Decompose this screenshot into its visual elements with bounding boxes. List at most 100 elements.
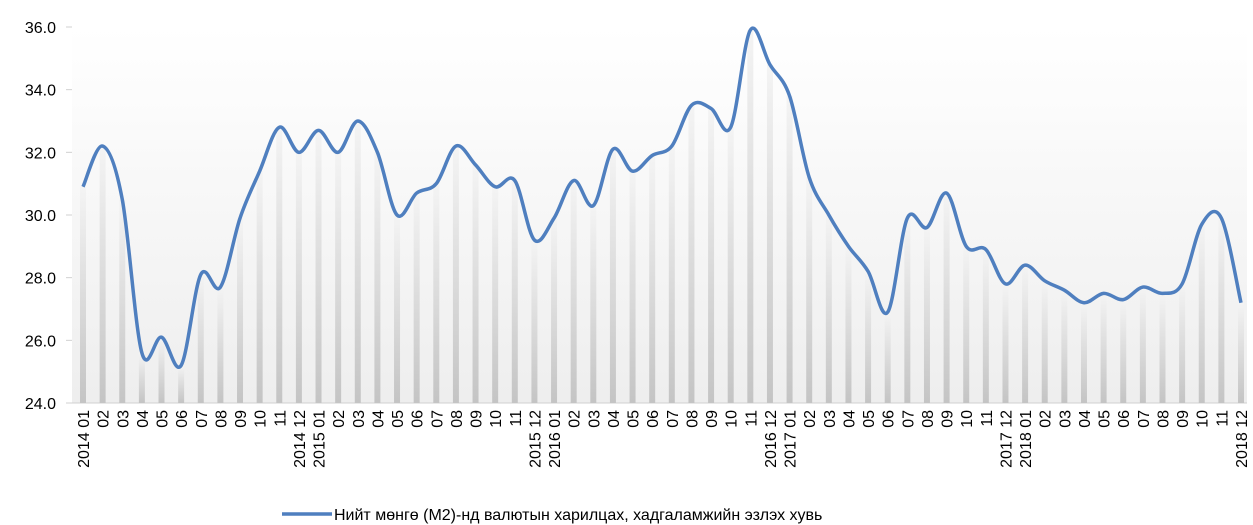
y-tick-label: 30.0 bbox=[25, 208, 56, 225]
x-tick-label: 09 bbox=[704, 410, 721, 428]
x-tick-label: 02 bbox=[802, 410, 819, 428]
x-tick-label: 08 bbox=[449, 410, 466, 428]
drop-bar bbox=[786, 95, 793, 403]
x-tick-label: 11 bbox=[979, 410, 996, 427]
drop-bar bbox=[217, 287, 224, 403]
drop-bar bbox=[963, 246, 970, 403]
drop-bar bbox=[865, 271, 872, 403]
drop-bar bbox=[452, 146, 459, 404]
x-tick-label: 08 bbox=[920, 410, 937, 428]
drop-bar bbox=[413, 193, 420, 403]
x-tick-label: 04 bbox=[1077, 410, 1094, 428]
x-tick-label: 05 bbox=[390, 410, 407, 428]
x-tick-label: 2015 12 bbox=[527, 410, 544, 468]
drop-bar bbox=[688, 105, 695, 403]
drop-bar bbox=[766, 64, 773, 403]
drop-bar bbox=[80, 186, 86, 403]
y-tick-label: 34.0 bbox=[25, 83, 56, 100]
drop-bar bbox=[256, 171, 263, 403]
drop-bar bbox=[825, 215, 832, 403]
x-tick-label: 03 bbox=[586, 410, 603, 428]
x-tick-label: 03 bbox=[1057, 410, 1074, 428]
x-tick-label: 06 bbox=[410, 410, 427, 428]
x-tick-label: 03 bbox=[115, 410, 132, 428]
drop-bar bbox=[472, 164, 479, 403]
x-tick-label: 10 bbox=[724, 410, 741, 428]
drop-bar bbox=[708, 108, 715, 403]
x-tick-label: 10 bbox=[1195, 410, 1212, 428]
drop-bar bbox=[551, 218, 558, 403]
drop-bar bbox=[237, 218, 244, 403]
drop-bar bbox=[158, 337, 165, 403]
drop-bar bbox=[1139, 287, 1146, 403]
drop-bar bbox=[904, 218, 911, 403]
x-tick-label: 04 bbox=[841, 410, 858, 428]
drop-bar bbox=[374, 152, 381, 403]
drop-bar bbox=[1120, 299, 1127, 403]
x-tick-label: 09 bbox=[469, 410, 486, 428]
y-tick-label: 32.0 bbox=[25, 145, 56, 162]
x-tick-label: 03 bbox=[351, 410, 368, 428]
drop-bar bbox=[1198, 224, 1205, 403]
x-tick-label: 2017 12 bbox=[998, 410, 1015, 468]
drop-bar bbox=[1238, 302, 1244, 403]
drop-bar bbox=[394, 215, 401, 403]
drop-bar bbox=[295, 152, 302, 403]
drop-bar bbox=[1179, 283, 1186, 403]
drop-bar bbox=[668, 146, 675, 404]
drop-bar bbox=[99, 146, 106, 404]
x-tick-label: 2014 12 bbox=[292, 410, 309, 468]
drop-bar bbox=[1022, 265, 1029, 403]
drop-bar bbox=[806, 177, 813, 403]
x-tick-label: 11 bbox=[272, 410, 289, 427]
x-tick-label: 04 bbox=[606, 410, 623, 428]
drop-bar bbox=[1218, 218, 1225, 403]
y-tick-label: 24.0 bbox=[25, 396, 56, 413]
x-tick-label: 11 bbox=[508, 410, 525, 427]
x-tick-label: 2016 12 bbox=[763, 410, 780, 468]
x-tick-label: 08 bbox=[1155, 410, 1172, 428]
x-tick-label: 2018 12 bbox=[1234, 410, 1251, 468]
x-tick-label: 05 bbox=[626, 410, 643, 428]
drop-bar bbox=[923, 227, 930, 403]
x-tick-label: 05 bbox=[1097, 410, 1114, 428]
x-tick-label: 06 bbox=[645, 410, 662, 428]
drop-bar bbox=[845, 246, 852, 403]
drop-bar bbox=[1041, 280, 1048, 403]
x-tick-label: 04 bbox=[135, 410, 152, 428]
x-tick-label: 08 bbox=[213, 410, 230, 428]
drop-bar bbox=[727, 127, 734, 404]
drop-bar bbox=[884, 312, 891, 403]
drop-bar bbox=[197, 274, 204, 403]
x-tick-label: 09 bbox=[1175, 410, 1192, 428]
drop-bar bbox=[590, 205, 597, 403]
x-tick-label: 09 bbox=[940, 410, 957, 428]
x-tick-label: 2018 01 bbox=[1018, 410, 1035, 468]
y-tick-label: 36.0 bbox=[25, 20, 56, 37]
drop-bar bbox=[570, 180, 577, 403]
drop-bar bbox=[982, 249, 989, 403]
x-tick-label: 10 bbox=[959, 410, 976, 428]
x-tick-label: 2016 01 bbox=[547, 410, 564, 468]
x-tick-label: 2014 01 bbox=[76, 410, 93, 468]
x-tick-label: 05 bbox=[861, 410, 878, 428]
x-tick-label: 2017 01 bbox=[783, 410, 800, 468]
drop-bar bbox=[1002, 283, 1009, 403]
drop-bar bbox=[1080, 302, 1087, 403]
x-tick-label: 08 bbox=[684, 410, 701, 428]
drop-bar bbox=[335, 152, 342, 403]
x-tick-label: 07 bbox=[194, 410, 211, 428]
x-tick-label: 07 bbox=[665, 410, 682, 428]
drop-bar bbox=[315, 130, 322, 403]
x-tick-label: 09 bbox=[233, 410, 250, 428]
x-tick-label: 02 bbox=[567, 410, 584, 428]
drop-bar bbox=[138, 352, 145, 403]
x-tick-label: 10 bbox=[253, 410, 270, 428]
drop-bar bbox=[531, 240, 538, 403]
drop-bar bbox=[276, 127, 283, 404]
drop-bar bbox=[119, 199, 126, 403]
y-tick-label: 28.0 bbox=[25, 271, 56, 288]
x-tick-label: 06 bbox=[174, 410, 191, 428]
drop-bar bbox=[354, 121, 361, 403]
